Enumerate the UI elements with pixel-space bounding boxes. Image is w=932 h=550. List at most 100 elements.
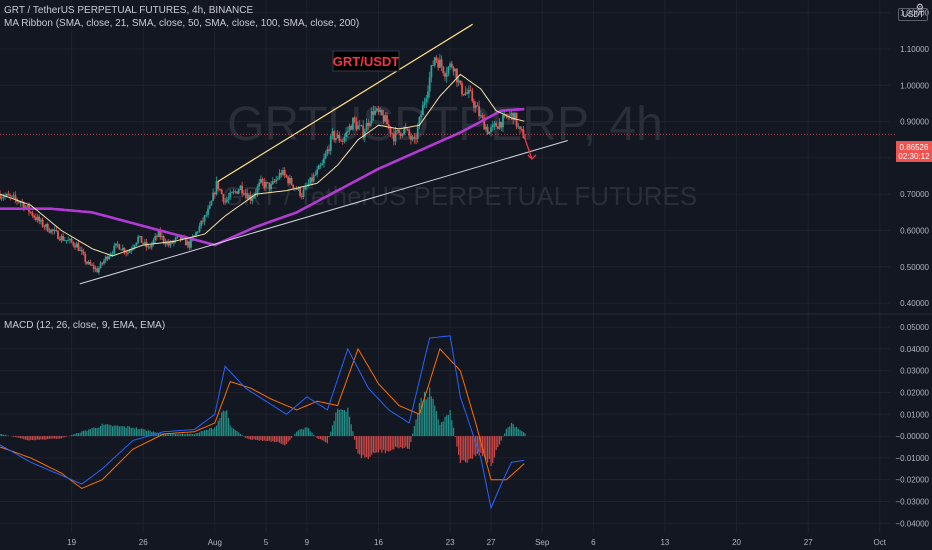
candle — [121, 244, 124, 251]
candle — [288, 174, 291, 186]
macd-pane — [0, 335, 526, 510]
candle-body — [63, 240, 66, 242]
candle-body — [227, 197, 230, 200]
candle — [440, 55, 443, 72]
candle-body — [7, 193, 10, 196]
candle-body — [457, 80, 460, 83]
candle — [352, 117, 354, 132]
candle — [474, 101, 477, 113]
macd-tick-label: 0.04000 — [900, 345, 929, 354]
candle-body — [317, 165, 320, 170]
candle — [248, 192, 250, 199]
candle-body — [459, 80, 462, 84]
candle-body — [259, 178, 262, 183]
candle-body — [331, 131, 334, 136]
candle-body — [193, 235, 196, 237]
candle — [471, 87, 474, 103]
candle-body — [398, 129, 400, 133]
candle-body — [379, 109, 382, 113]
candle — [41, 217, 44, 228]
candle-body — [118, 244, 121, 250]
candle — [196, 230, 199, 235]
candle-body — [217, 181, 220, 190]
candle-body — [62, 235, 64, 241]
candle-body — [181, 237, 184, 240]
candle — [278, 169, 281, 180]
candle-body — [372, 111, 375, 115]
macd-legend[interactable]: MACD (12, 26, close, 9, EMA, EMA) — [4, 320, 166, 331]
candle-body — [103, 260, 105, 264]
candle-body — [229, 192, 232, 198]
candle-body — [29, 211, 32, 213]
candle-body — [97, 268, 100, 273]
candle-body — [355, 121, 358, 130]
candle-body — [270, 184, 272, 190]
candle-body — [237, 189, 240, 194]
candle-body — [186, 241, 189, 246]
candle-body — [113, 245, 116, 254]
candle — [14, 191, 17, 204]
candle-body — [48, 231, 51, 233]
candle-body — [101, 262, 104, 264]
candle — [142, 242, 145, 245]
currency-badge[interactable]: USDT — [898, 8, 928, 21]
candle-body — [423, 102, 426, 105]
candle — [237, 188, 240, 195]
candle — [236, 191, 238, 194]
candle — [205, 211, 208, 218]
settings-icon[interactable]: ⚙ — [915, 2, 924, 12]
candle — [435, 55, 438, 64]
candle-body — [288, 178, 291, 184]
candle — [152, 237, 155, 247]
candle-body — [507, 116, 509, 118]
candle — [188, 240, 191, 251]
candle-body — [326, 149, 329, 154]
candle-body — [26, 205, 29, 207]
candle-body — [256, 186, 259, 193]
candle-body — [510, 112, 513, 116]
candle — [500, 121, 503, 132]
candle-body — [433, 57, 436, 66]
candle-body — [370, 111, 373, 123]
candle — [358, 119, 361, 131]
candle-body — [130, 249, 133, 251]
candle — [285, 174, 288, 179]
annotation-box[interactable]: GRT/USDT — [332, 50, 400, 72]
candle-body — [438, 59, 441, 68]
candle-body — [357, 125, 359, 130]
candle-body — [11, 195, 13, 197]
candle — [72, 241, 75, 248]
candle-body — [277, 178, 279, 180]
candle — [7, 190, 10, 196]
candle-body — [70, 238, 73, 243]
candle-body — [198, 225, 201, 232]
candle-body — [280, 172, 283, 175]
candle — [433, 56, 436, 68]
candle — [338, 131, 341, 143]
symbol-title[interactable]: GRT / TetherUS PERPETUAL FUTURES, 4h, BI… — [4, 5, 254, 16]
ma-ribbon-legend[interactable]: MA Ribbon (SMA, close, 21, SMA, close, 5… — [4, 18, 360, 29]
candle-body — [79, 249, 82, 251]
candle-body — [360, 125, 363, 127]
candle-body — [387, 124, 390, 127]
candle-body — [285, 175, 288, 178]
candle — [462, 94, 465, 97]
candle-body — [408, 129, 411, 136]
candle — [167, 239, 170, 248]
candle — [357, 121, 359, 130]
candle — [486, 124, 489, 135]
candle — [305, 182, 308, 191]
candle-body — [57, 231, 59, 239]
candle-body — [31, 212, 34, 216]
candle — [40, 218, 42, 225]
ma200-line — [0, 107, 525, 247]
candle — [50, 228, 53, 235]
candle-body — [471, 90, 474, 102]
candle-body — [483, 117, 486, 130]
candle-body — [215, 181, 218, 195]
macd-tick-label: −0.00000 — [895, 432, 929, 441]
candle-body — [323, 158, 325, 164]
price-pane — [0, 23, 568, 285]
candle — [445, 66, 448, 83]
